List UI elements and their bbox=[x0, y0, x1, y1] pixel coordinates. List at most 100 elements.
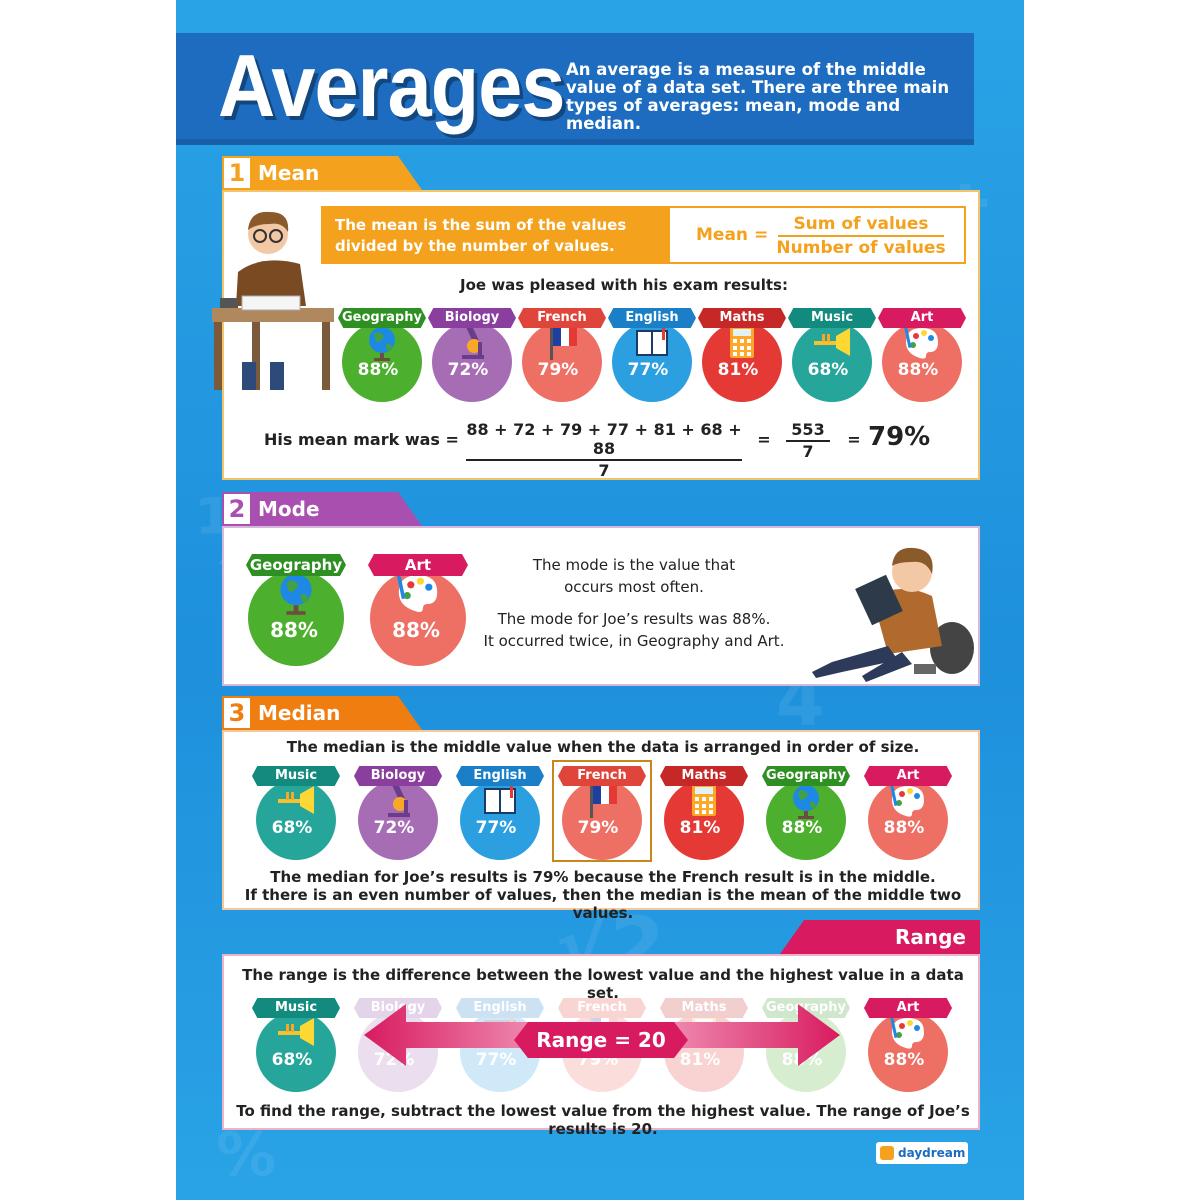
subject-score: 77% bbox=[475, 818, 517, 838]
section-title: Mode bbox=[258, 497, 320, 521]
mean-intro: Joe was pleased with his exam results: bbox=[460, 276, 788, 294]
median-tab: 3 Median bbox=[222, 696, 422, 730]
calc-label: His mean mark was = bbox=[264, 430, 459, 449]
student-at-desk-illustration bbox=[212, 211, 334, 390]
formula-numerator: Sum of values bbox=[778, 214, 944, 237]
palette-icon bbox=[888, 1012, 928, 1052]
subject-label: Maths bbox=[660, 766, 748, 786]
calc-equals: = bbox=[757, 430, 771, 449]
mode-line-2: occurs most often. bbox=[564, 578, 704, 596]
mean-panel: The mean is the sum of the values divide… bbox=[212, 190, 980, 480]
subject-label: Maths bbox=[660, 998, 748, 1018]
subject-circle bbox=[792, 322, 872, 402]
section-number: 1 bbox=[224, 158, 250, 188]
subject-label: French bbox=[518, 308, 606, 328]
range-panel: The range is the difference between the … bbox=[222, 954, 980, 1138]
book-icon bbox=[480, 780, 520, 820]
range-outro: To find the range, subtract the lowest v… bbox=[236, 1102, 970, 1138]
subject-label: Art bbox=[864, 766, 952, 786]
subject-label: English bbox=[456, 998, 544, 1018]
section-title: Range bbox=[894, 925, 966, 949]
subject-score: 81% bbox=[679, 818, 721, 838]
subject-biology: Biology 72% bbox=[354, 766, 442, 860]
subject-biology: Biology 72% bbox=[428, 308, 516, 402]
trumpet-icon bbox=[276, 1012, 316, 1052]
trumpet-icon bbox=[812, 322, 852, 362]
mean-tab: 1 Mean bbox=[222, 156, 422, 190]
subject-label: Maths bbox=[698, 308, 786, 328]
globe-icon bbox=[786, 780, 826, 820]
subject-score: 77% bbox=[475, 1050, 517, 1070]
subject-french: French 79% bbox=[558, 766, 646, 860]
subject-label: Art bbox=[368, 554, 468, 576]
poster: ÷ ½ √2 % 4 Averages An average is a meas… bbox=[176, 0, 1024, 1200]
subject-label: Geography bbox=[762, 766, 850, 786]
section-title: Median bbox=[258, 701, 341, 725]
subject-score: 88% bbox=[897, 360, 939, 380]
subject-score: 79% bbox=[537, 360, 579, 380]
subject-geography: Geography 88% bbox=[246, 554, 346, 666]
intro-text: An average is a measure of the middle va… bbox=[566, 60, 950, 133]
sum-value: 553 bbox=[786, 420, 830, 442]
subject-score: 68% bbox=[807, 360, 849, 380]
flag-icon bbox=[582, 780, 622, 820]
globe-icon bbox=[272, 568, 320, 616]
mode-tab: 2 Mode bbox=[222, 492, 422, 526]
mode-line-3: The mode for Joe’s results was 88%. bbox=[497, 610, 771, 628]
mean-definition: The mean is the sum of the values divide… bbox=[321, 206, 668, 264]
mode-line-1: The mode is the value that bbox=[532, 556, 736, 574]
median-highlight-box bbox=[552, 760, 652, 862]
median-outro-2: If there is an even number of values, th… bbox=[244, 886, 962, 922]
mean-formula: Mean = Sum of values Number of values bbox=[668, 206, 966, 264]
subject-label: Art bbox=[864, 998, 952, 1018]
subject-french: French 79% bbox=[518, 308, 606, 402]
mode-line-4: It occurred twice, in Geography and Art. bbox=[483, 632, 785, 650]
trumpet-icon bbox=[276, 780, 316, 820]
subject-score: 68% bbox=[271, 818, 313, 838]
subject-geography: Geography 88% bbox=[338, 308, 426, 402]
subject-label: Art bbox=[878, 308, 966, 328]
range-label: Range = 20 bbox=[514, 1022, 688, 1058]
section-number: 3 bbox=[224, 698, 250, 728]
sum-fraction: 553 7 bbox=[786, 420, 830, 461]
brand-logo: daydream bbox=[876, 1142, 968, 1164]
subject-geography: Geography 88% bbox=[762, 766, 850, 860]
range-tab: Range bbox=[780, 920, 980, 954]
header-banner: Averages An average is a measure of the … bbox=[176, 33, 974, 145]
median-intro: The median is the middle value when the … bbox=[286, 738, 920, 756]
subject-score: 88% bbox=[270, 618, 318, 642]
subject-art: Art 88% bbox=[878, 308, 966, 402]
subject-music: Music 68% bbox=[252, 766, 340, 860]
flag-icon bbox=[542, 322, 582, 362]
subject-label: Biology bbox=[354, 998, 442, 1018]
calc-fraction: 88 + 72 + 79 + 77 + 81 + 68 + 88 7 bbox=[466, 420, 742, 480]
subject-score: 88% bbox=[357, 360, 399, 380]
palette-icon bbox=[394, 568, 442, 616]
range-intro: The range is the difference between the … bbox=[242, 966, 964, 1002]
subject-music: Music 68% bbox=[252, 998, 340, 1092]
subject-label: French bbox=[558, 766, 646, 786]
calculator-icon bbox=[722, 322, 762, 362]
subject-score: 88% bbox=[781, 818, 823, 838]
subject-label: French bbox=[558, 998, 646, 1018]
subject-score: 88% bbox=[883, 818, 925, 838]
subject-score: 72% bbox=[447, 360, 489, 380]
subject-score: 68% bbox=[271, 1050, 313, 1070]
subject-label: Biology bbox=[428, 308, 516, 328]
calc-equals: = bbox=[847, 430, 861, 449]
subject-maths: Maths 81% bbox=[660, 766, 748, 860]
calc-denominator: 7 bbox=[598, 461, 610, 480]
count-value: 7 bbox=[802, 442, 814, 461]
palette-icon bbox=[902, 322, 942, 362]
subject-label: Music bbox=[788, 308, 876, 328]
subject-label: English bbox=[456, 766, 544, 786]
calc-numerator: 88 + 72 + 79 + 77 + 81 + 68 + 88 bbox=[466, 420, 742, 461]
mean-result: 79% bbox=[868, 422, 931, 452]
microscope-icon bbox=[378, 780, 418, 820]
subject-art: Art 88% bbox=[368, 554, 468, 666]
formula-denominator: Number of values bbox=[776, 238, 946, 258]
page-title: Averages bbox=[218, 36, 565, 135]
median-panel: The median is the middle value when the … bbox=[222, 730, 980, 922]
subject-score: 81% bbox=[717, 360, 759, 380]
subject-art: Art 88% bbox=[864, 998, 952, 1092]
